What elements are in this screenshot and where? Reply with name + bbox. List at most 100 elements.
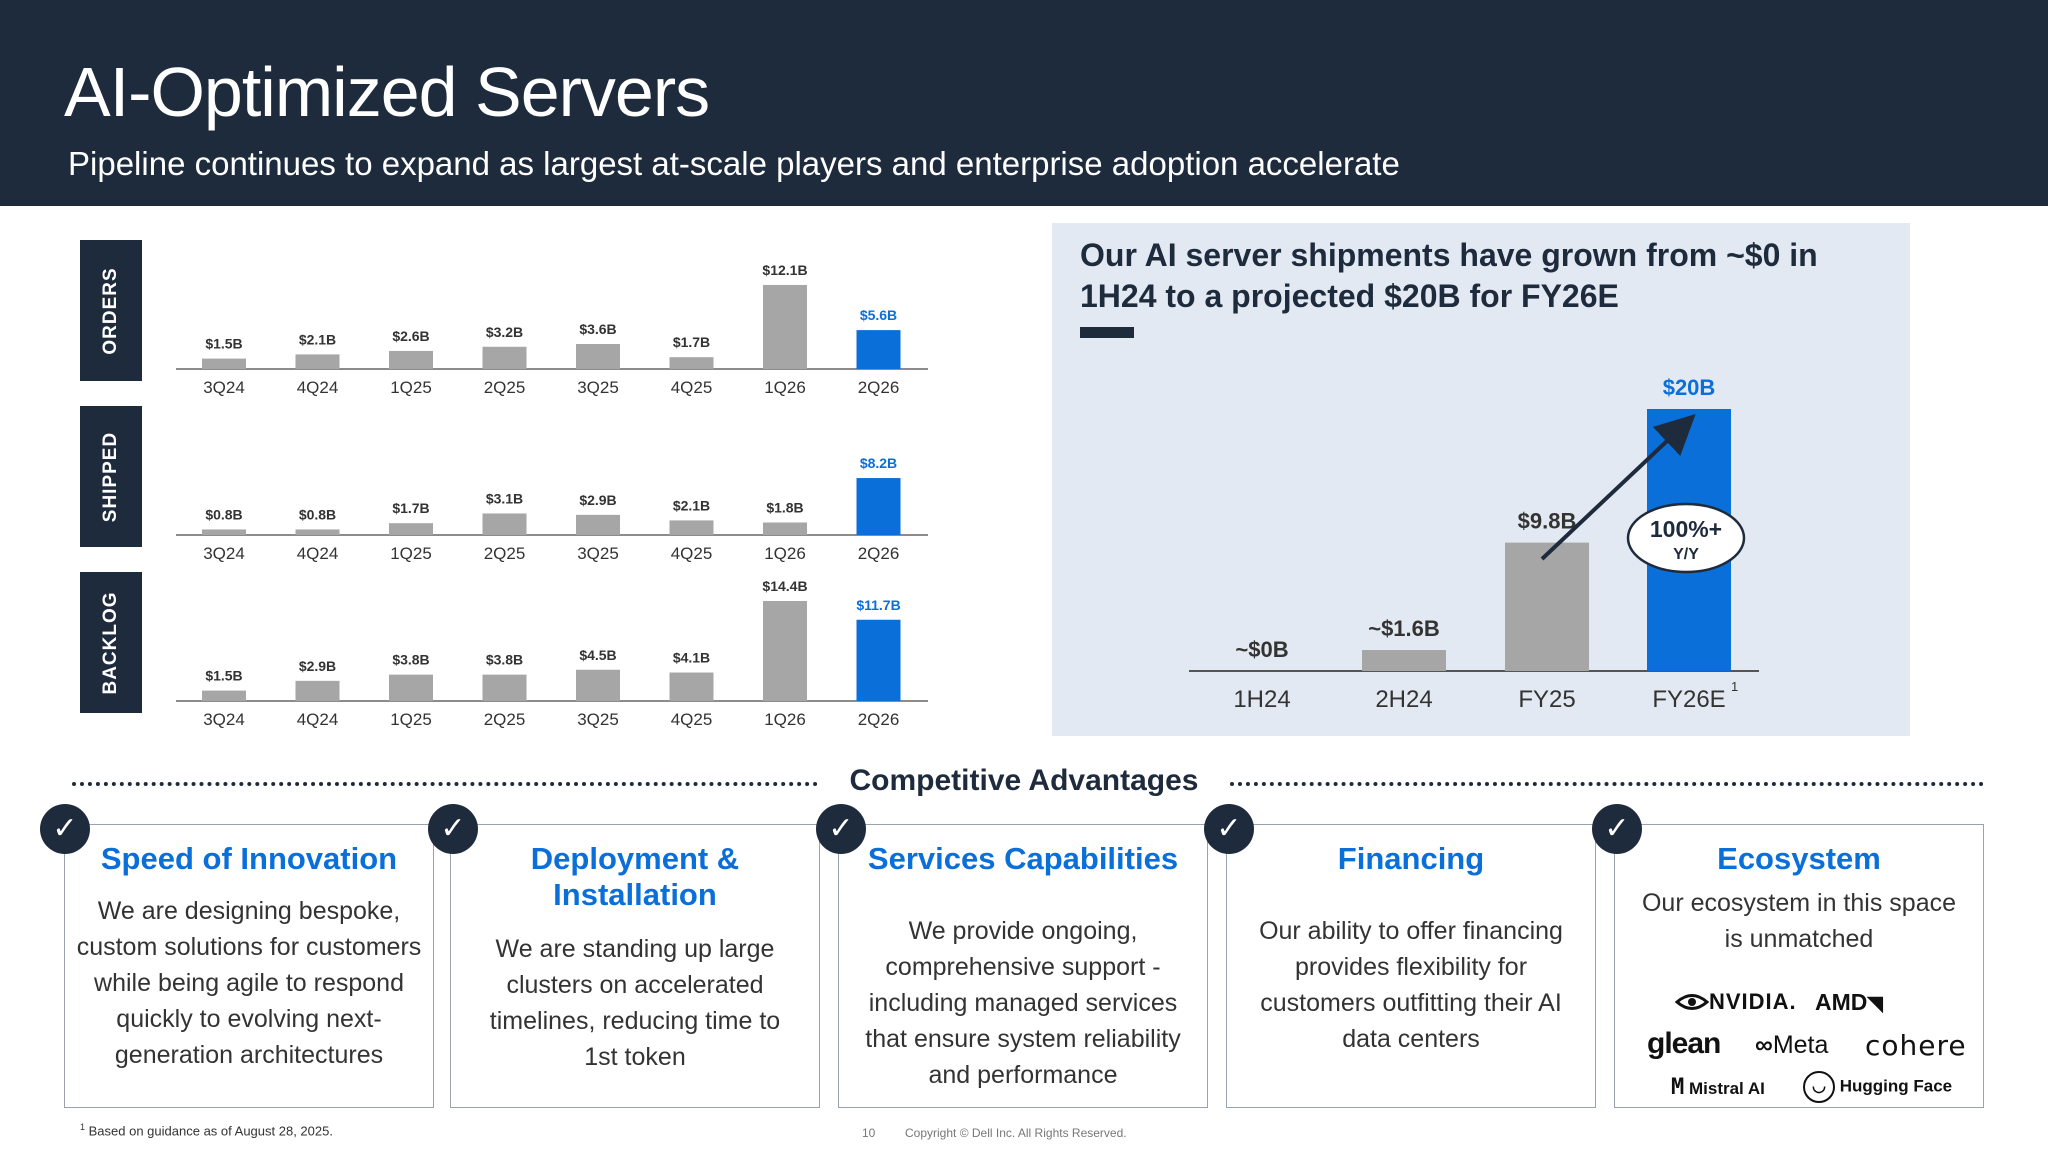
card-ecosystem: Ecosystem Our ecosystem in this space is… [1614,824,1984,1108]
bar [482,674,527,701]
bar [576,344,620,369]
bar [669,672,714,701]
bar-value-label: $0.8B [299,506,336,522]
amd-logo: AMD◥ [1815,989,1883,1016]
footnote-mark: 1 [80,1122,86,1132]
category-tick-label: FY25 [1518,686,1575,713]
growth-arrow [1540,414,1696,561]
category-tick-label: 4Q25 [671,378,713,397]
bar [202,529,246,535]
bar [856,619,901,701]
category-tick-label: 2Q25 [484,710,526,729]
category-tick-label: 3Q25 [577,378,619,397]
bar-value-label: ~$1.6B [1368,616,1440,641]
category-tick-label: 3Q24 [203,378,245,397]
card-deployment-installation: Deployment & Installation We are standin… [450,824,820,1108]
card-text: Our ecosystem in this space is unmatched [1641,889,1956,953]
bar [1505,542,1589,671]
category-tick-label: 1Q26 [764,544,806,563]
checkmark-icon: ✓ [1592,804,1642,854]
category-tick-label: 1Q26 [764,710,806,729]
bar-value-label: ~$0B [1235,637,1288,662]
bar-value-label: $3.1B [486,490,523,506]
card-title: Speed of Innovation [100,841,398,876]
bar-value-label: $3.2B [486,324,523,340]
nvidia-logo: NVIDIA. [1674,989,1797,1015]
divider-right [1230,782,1984,786]
page-subtitle: Pipeline continues to expand as largest … [68,145,1400,182]
meta-text: Meta [1772,1031,1829,1059]
huggingface-logo: ◡ Hugging Face [1803,1071,1952,1103]
card-title: Ecosystem [1717,841,1881,876]
category-tick-label: 3Q24 [203,544,245,563]
category-tick-label: 4Q24 [297,544,339,563]
bar-value-label: $8.2B [860,455,897,471]
amd-arrow-icon: ◥ [1867,993,1883,1015]
category-tick-label: 2Q26 [858,710,900,729]
bar [295,529,340,535]
bar-value-label: $9.8B [1518,509,1577,534]
card-services-capabilities: Services Capabilities We provide ongoing… [838,824,1208,1108]
divider-left [72,782,818,786]
category-tick-label: 2Q25 [484,378,526,397]
category-tick-label: 3Q25 [577,544,619,563]
category-tick-label: 1Q25 [390,544,432,563]
page-title: AI-Optimized Servers [64,53,710,131]
bar-value-label: $2.1B [299,331,336,347]
card-title: Services Capabilities [867,841,1179,876]
bar [295,680,340,701]
bar [1362,650,1446,671]
card-text: Our ability to offer financing provides … [1259,917,1563,1053]
copyright: Copyright © Dell Inc. All Rights Reserve… [905,1126,1127,1140]
page-number: 10 [862,1126,876,1140]
footnote: 1 Based on guidance as of August 28, 202… [80,1122,333,1138]
bar-value-label: $2.6B [392,328,429,344]
shipped-bar-chart: $0.8B 3Q24 $0.8B 4Q24 $1.7B 1Q25 $3.1B 2Q25 $2.9… [176,455,928,563]
bar-value-label: $3.8B [486,652,523,668]
bar [482,513,527,535]
category-tick-label: 2Q25 [484,544,526,563]
category-tick-label: 1Q25 [390,710,432,729]
yoy-annotation-value: 100%+ [1650,516,1722,542]
title-accent-dash [1080,327,1134,338]
yoy-annotation-unit: Y/Y [1673,546,1699,563]
bar-value-label: $2.9B [299,658,336,674]
category-tick-label: 1Q26 [764,378,806,397]
bar-value-label: $4.5B [579,647,616,663]
card-text: We are designing bespoke, custom solutio… [76,897,422,1069]
bar-value-label: $1.5B [205,668,242,684]
mistral-text: Mistral AI [1688,1079,1765,1098]
bar [856,330,901,369]
bar-value-label: $12.1B [762,262,807,278]
bar [763,284,807,369]
bar [763,522,807,535]
bar-value-label: $5.6B [860,307,897,323]
bar-value-label: $1.7B [392,500,429,516]
nvidia-eye-icon [1674,994,1710,1010]
bar [295,354,340,369]
backlog-label-text: BACKLOG [100,590,121,695]
bar [389,523,433,535]
shipments-bar-chart: ~$0B 1H24 ~$1.6B 2H24 $9.8B FY25 $20B FY26E 1 100… [1189,375,1759,713]
bar [576,514,620,535]
bar [389,350,433,369]
header-banner: AI-Optimized Servers Pipeline continues … [0,0,2048,206]
bar [389,674,433,701]
card-text: We provide ongoing, comprehensive suppor… [865,917,1181,1089]
orders-label-text: ORDERS [100,266,121,355]
mistral-logo: M Mistral AI [1671,1075,1765,1100]
category-tick-label: 4Q24 [297,378,339,397]
footnote-text: Based on guidance as of August 28, 2025. [88,1123,333,1139]
shipped-row-label: SHIPPED [80,406,142,547]
category-tick-label: FY26E [1652,686,1725,713]
bar-value-label: $1.8B [766,500,803,516]
competitive-advantages-title: Competitive Advantages [849,764,1199,797]
checkmark-icon: ✓ [40,804,90,854]
bar-value-label: $14.4B [762,578,807,594]
meta-infinity-icon: ∞ [1755,1031,1773,1059]
partner-logos: NVIDIA. AMD◥ glean ∞Meta cohere M Mistra… [1615,975,1983,1105]
bar [669,520,714,535]
shipments-growth-panel: Our AI server shipments have grown from … [1052,223,1910,736]
card-title: Financing [1337,841,1485,876]
panel-title: Our AI server shipments have grown from … [1080,237,1818,314]
